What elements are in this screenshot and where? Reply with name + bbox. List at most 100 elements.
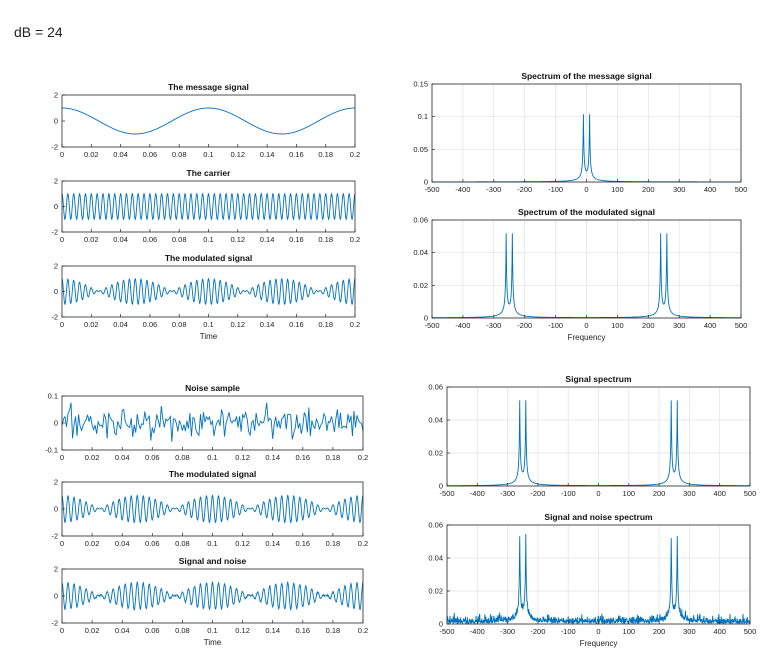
x-tick-label-3: -200 — [517, 321, 532, 330]
series-line-1 — [61, 402, 364, 442]
x-tick-label-6: 100 — [611, 185, 624, 194]
x-tick-label-10: 0.2 — [350, 150, 360, 159]
x-tick-label-7: 200 — [642, 321, 655, 330]
y-tick-label-1: 0 — [54, 592, 58, 601]
x-tick-label-6: 0.12 — [235, 626, 250, 635]
x-tick-label-8: 0.16 — [295, 626, 310, 635]
x-tick-label-7: 200 — [642, 185, 655, 194]
series-line-1 — [62, 107, 355, 135]
x-tick-label-3: 0.06 — [143, 150, 158, 159]
x-tick-label-10: 0.2 — [350, 235, 360, 244]
x-tick-label-9: 0.18 — [318, 235, 333, 244]
x-tick-label-0: 0 — [60, 539, 64, 548]
y-tick-label-1: 0 — [54, 419, 58, 428]
x-tick-label-4: 0.08 — [172, 320, 187, 329]
x-tick-label-4: 0.08 — [172, 150, 187, 159]
x-tick-label-4: -100 — [548, 185, 563, 194]
y-tick-label-2: 2 — [54, 478, 58, 487]
y-tick-label-0: -2 — [51, 532, 58, 541]
subplot-title: Spectrum of the modulated signal — [518, 207, 655, 217]
subplot-title: Signal and noise — [179, 556, 247, 566]
x-tick-label-6: 100 — [611, 321, 624, 330]
x-tick-label-1: 0.02 — [85, 626, 100, 635]
x-tick-label-5: 0.1 — [207, 539, 217, 548]
y-tick-label-0: -2 — [51, 313, 58, 322]
x-tick-label-0: 0 — [60, 320, 64, 329]
x-tick-label-7: 200 — [653, 627, 666, 636]
subplot-title: Signal spectrum — [565, 374, 632, 384]
x-tick-label-3: 0.06 — [143, 320, 158, 329]
x-tick-label-2: 0.04 — [115, 626, 130, 635]
y-tick-label-2: 0.04 — [428, 416, 443, 425]
x-tick-label-4: 0.08 — [175, 626, 190, 635]
x-tick-label-9: 400 — [704, 185, 717, 194]
x-tick-label-6: 0.12 — [230, 320, 245, 329]
x-tick-label-1: 0.02 — [84, 235, 99, 244]
x-tick-label-4: 0.08 — [175, 453, 190, 462]
x-tick-label-10: 500 — [735, 321, 748, 330]
y-tick-label-0: 0 — [424, 178, 428, 187]
x-tick-label-7: 0.14 — [265, 453, 280, 462]
subplot-title: The modulated signal — [169, 469, 256, 479]
x-tick-label-1: -400 — [470, 627, 485, 636]
subplot-title: Spectrum of the message signal — [521, 71, 651, 81]
y-tick-label-0: 0 — [439, 482, 443, 491]
y-tick-label-2: 2 — [54, 565, 58, 574]
y-tick-label-0: 0 — [424, 314, 428, 323]
x-tick-label-7: 0.14 — [260, 235, 275, 244]
x-axis-label: Time — [200, 332, 218, 341]
y-tick-label-3: 0.15 — [413, 80, 428, 89]
page-heading: dB = 24 — [14, 24, 63, 40]
x-tick-label-1: 0.02 — [85, 539, 100, 548]
x-tick-label-9: 0.18 — [326, 453, 341, 462]
x-tick-label-7: 0.14 — [265, 626, 280, 635]
x-tick-label-6: 0.12 — [230, 150, 245, 159]
y-tick-label-0: -0.1 — [45, 446, 58, 455]
y-tick-label-1: 0.02 — [428, 587, 443, 596]
y-tick-label-2: 0.04 — [428, 554, 443, 563]
x-axis-label: Frequency — [580, 639, 618, 648]
x-tick-label-0: -500 — [439, 627, 454, 636]
y-tick-label-2: 0.04 — [413, 248, 428, 257]
y-tick-label-1: 0.02 — [413, 281, 428, 290]
x-tick-label-0: -500 — [424, 321, 439, 330]
series-line-1 — [61, 277, 356, 306]
x-tick-label-8: 300 — [683, 489, 696, 498]
x-tick-label-2: 0.04 — [115, 453, 130, 462]
x-tick-label-5: 0 — [584, 321, 588, 330]
series-line-1 — [61, 494, 364, 524]
y-tick-label-3: 0.06 — [428, 521, 443, 530]
x-tick-label-10: 500 — [735, 185, 748, 194]
x-tick-label-10: 500 — [744, 489, 757, 498]
series-line-1 — [61, 580, 364, 612]
x-tick-label-1: -400 — [455, 185, 470, 194]
y-tick-label-1: 0 — [54, 117, 58, 126]
x-tick-label-3: -200 — [530, 627, 545, 636]
x-tick-label-6: 100 — [623, 627, 636, 636]
x-tick-label-2: -300 — [500, 489, 515, 498]
x-tick-label-9: 400 — [713, 627, 726, 636]
subplot-title: The message signal — [168, 82, 249, 92]
subplot-9: -500 -400 -300 -200 -100 0 100 200 300 400 500 0 0.0… — [428, 374, 756, 498]
x-tick-label-9: 0.18 — [318, 150, 333, 159]
x-tick-label-0: 0 — [60, 453, 64, 462]
y-tick-label-3: 0.06 — [413, 216, 428, 225]
x-tick-label-0: 0 — [60, 150, 64, 159]
subplot-4: -500 -400 -300 -200 -100 0 100 200 300 400 500 0 0.0… — [413, 71, 747, 194]
y-tick-label-1: 0 — [54, 505, 58, 514]
series-line-1 — [446, 533, 751, 626]
x-tick-label-8: 0.16 — [295, 539, 310, 548]
subplot-7: 0 0.02 0.04 0.06 0.08 0.1 0.12 0.14 0.16 0.18 0.2 -… — [51, 469, 368, 548]
x-tick-label-5: 0.1 — [207, 626, 217, 635]
y-tick-label-1: 0.02 — [428, 449, 443, 458]
x-tick-label-3: 0.06 — [145, 626, 160, 635]
x-tick-label-3: -200 — [517, 185, 532, 194]
subplot-6: 0 0.02 0.04 0.06 0.08 0.1 0.12 0.14 0.16 0.18 0.2 -… — [45, 383, 368, 462]
x-tick-label-6: 0.12 — [235, 453, 250, 462]
x-tick-label-2: -300 — [486, 321, 501, 330]
y-tick-label-2: 0.1 — [418, 112, 428, 121]
x-tick-label-5: 0.1 — [207, 453, 217, 462]
x-tick-label-5: 0 — [596, 489, 600, 498]
y-tick-label-0: -2 — [51, 143, 58, 152]
